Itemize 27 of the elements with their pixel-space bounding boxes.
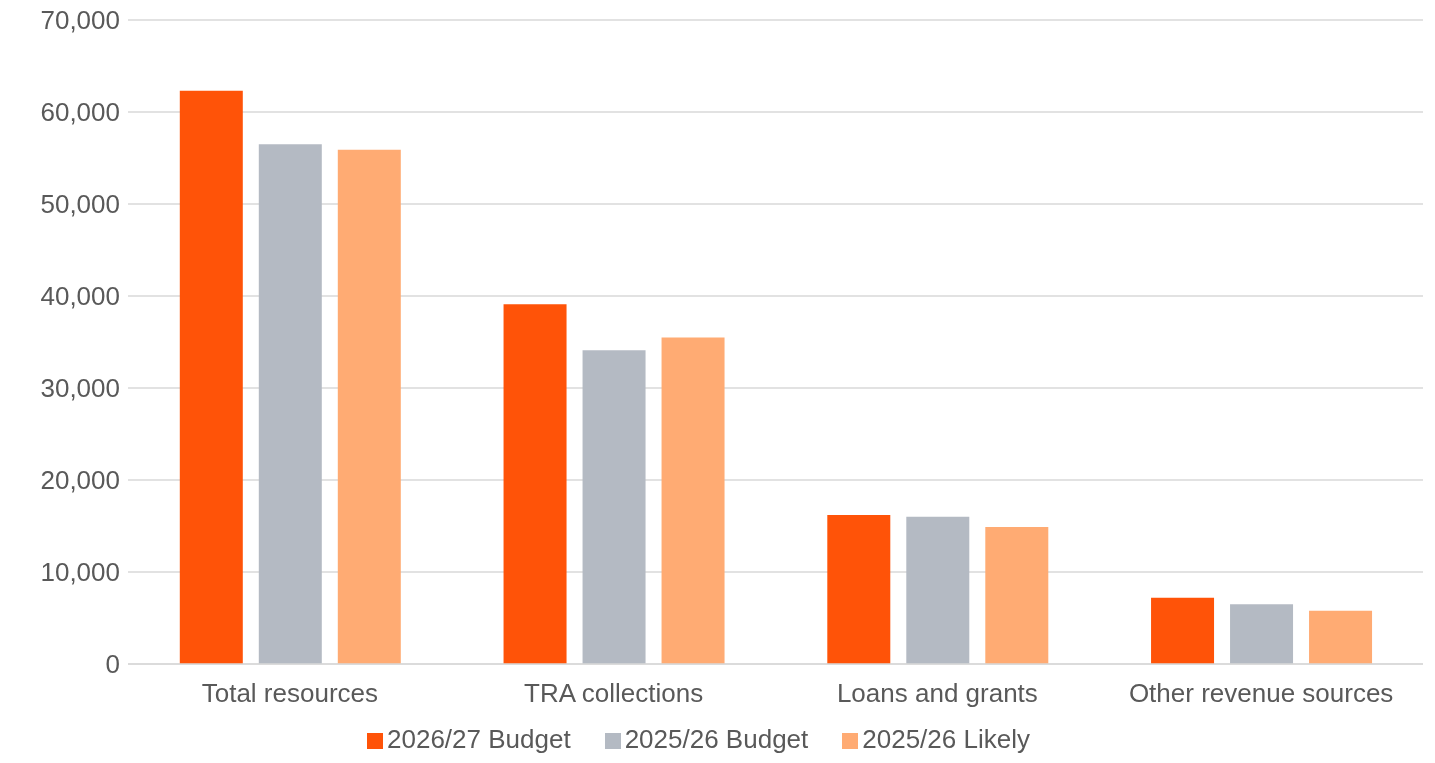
bar [1309,610,1373,664]
legend-label: 2025/26 Budget [624,724,809,754]
y-tick-label: 50,000 [40,189,120,220]
y-tick-label: 60,000 [40,97,120,128]
bar [582,350,646,664]
bar [179,90,243,664]
legend-label: 2025/26 Likely [862,724,1030,754]
legend-label: 2026/27 Budget [387,724,571,754]
y-tick-label: 30,000 [40,373,120,404]
bar [985,526,1049,664]
bar [258,144,322,664]
bar [337,149,401,664]
y-tick-label: 20,000 [40,465,120,496]
bar [906,516,970,664]
x-tick-label: TRA collections [524,678,704,709]
bar [827,514,891,664]
y-tick-label: 40,000 [40,281,120,312]
y-tick-label: 70,000 [40,5,120,36]
bar [503,304,567,664]
x-tick-label: Loans and grants [836,678,1038,709]
y-tick-label: 10,000 [40,557,120,588]
y-tick-label: 0 [105,649,120,680]
x-tick-label: Other revenue sources [1128,678,1394,709]
bar [661,337,725,664]
bar [1151,597,1215,664]
bar [1230,604,1294,664]
x-tick-label: Total resources [201,678,379,709]
